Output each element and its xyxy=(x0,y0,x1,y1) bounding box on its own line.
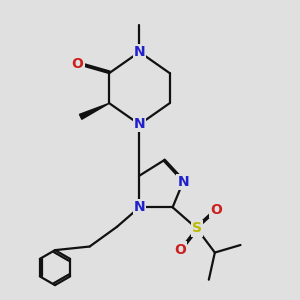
Text: O: O xyxy=(210,203,222,217)
Text: N: N xyxy=(134,117,145,131)
Text: N: N xyxy=(134,45,145,59)
Text: O: O xyxy=(174,242,186,256)
Text: O: O xyxy=(72,57,83,71)
Polygon shape xyxy=(80,103,109,119)
Text: N: N xyxy=(134,200,145,214)
Text: S: S xyxy=(192,221,202,236)
Text: N: N xyxy=(177,175,189,189)
